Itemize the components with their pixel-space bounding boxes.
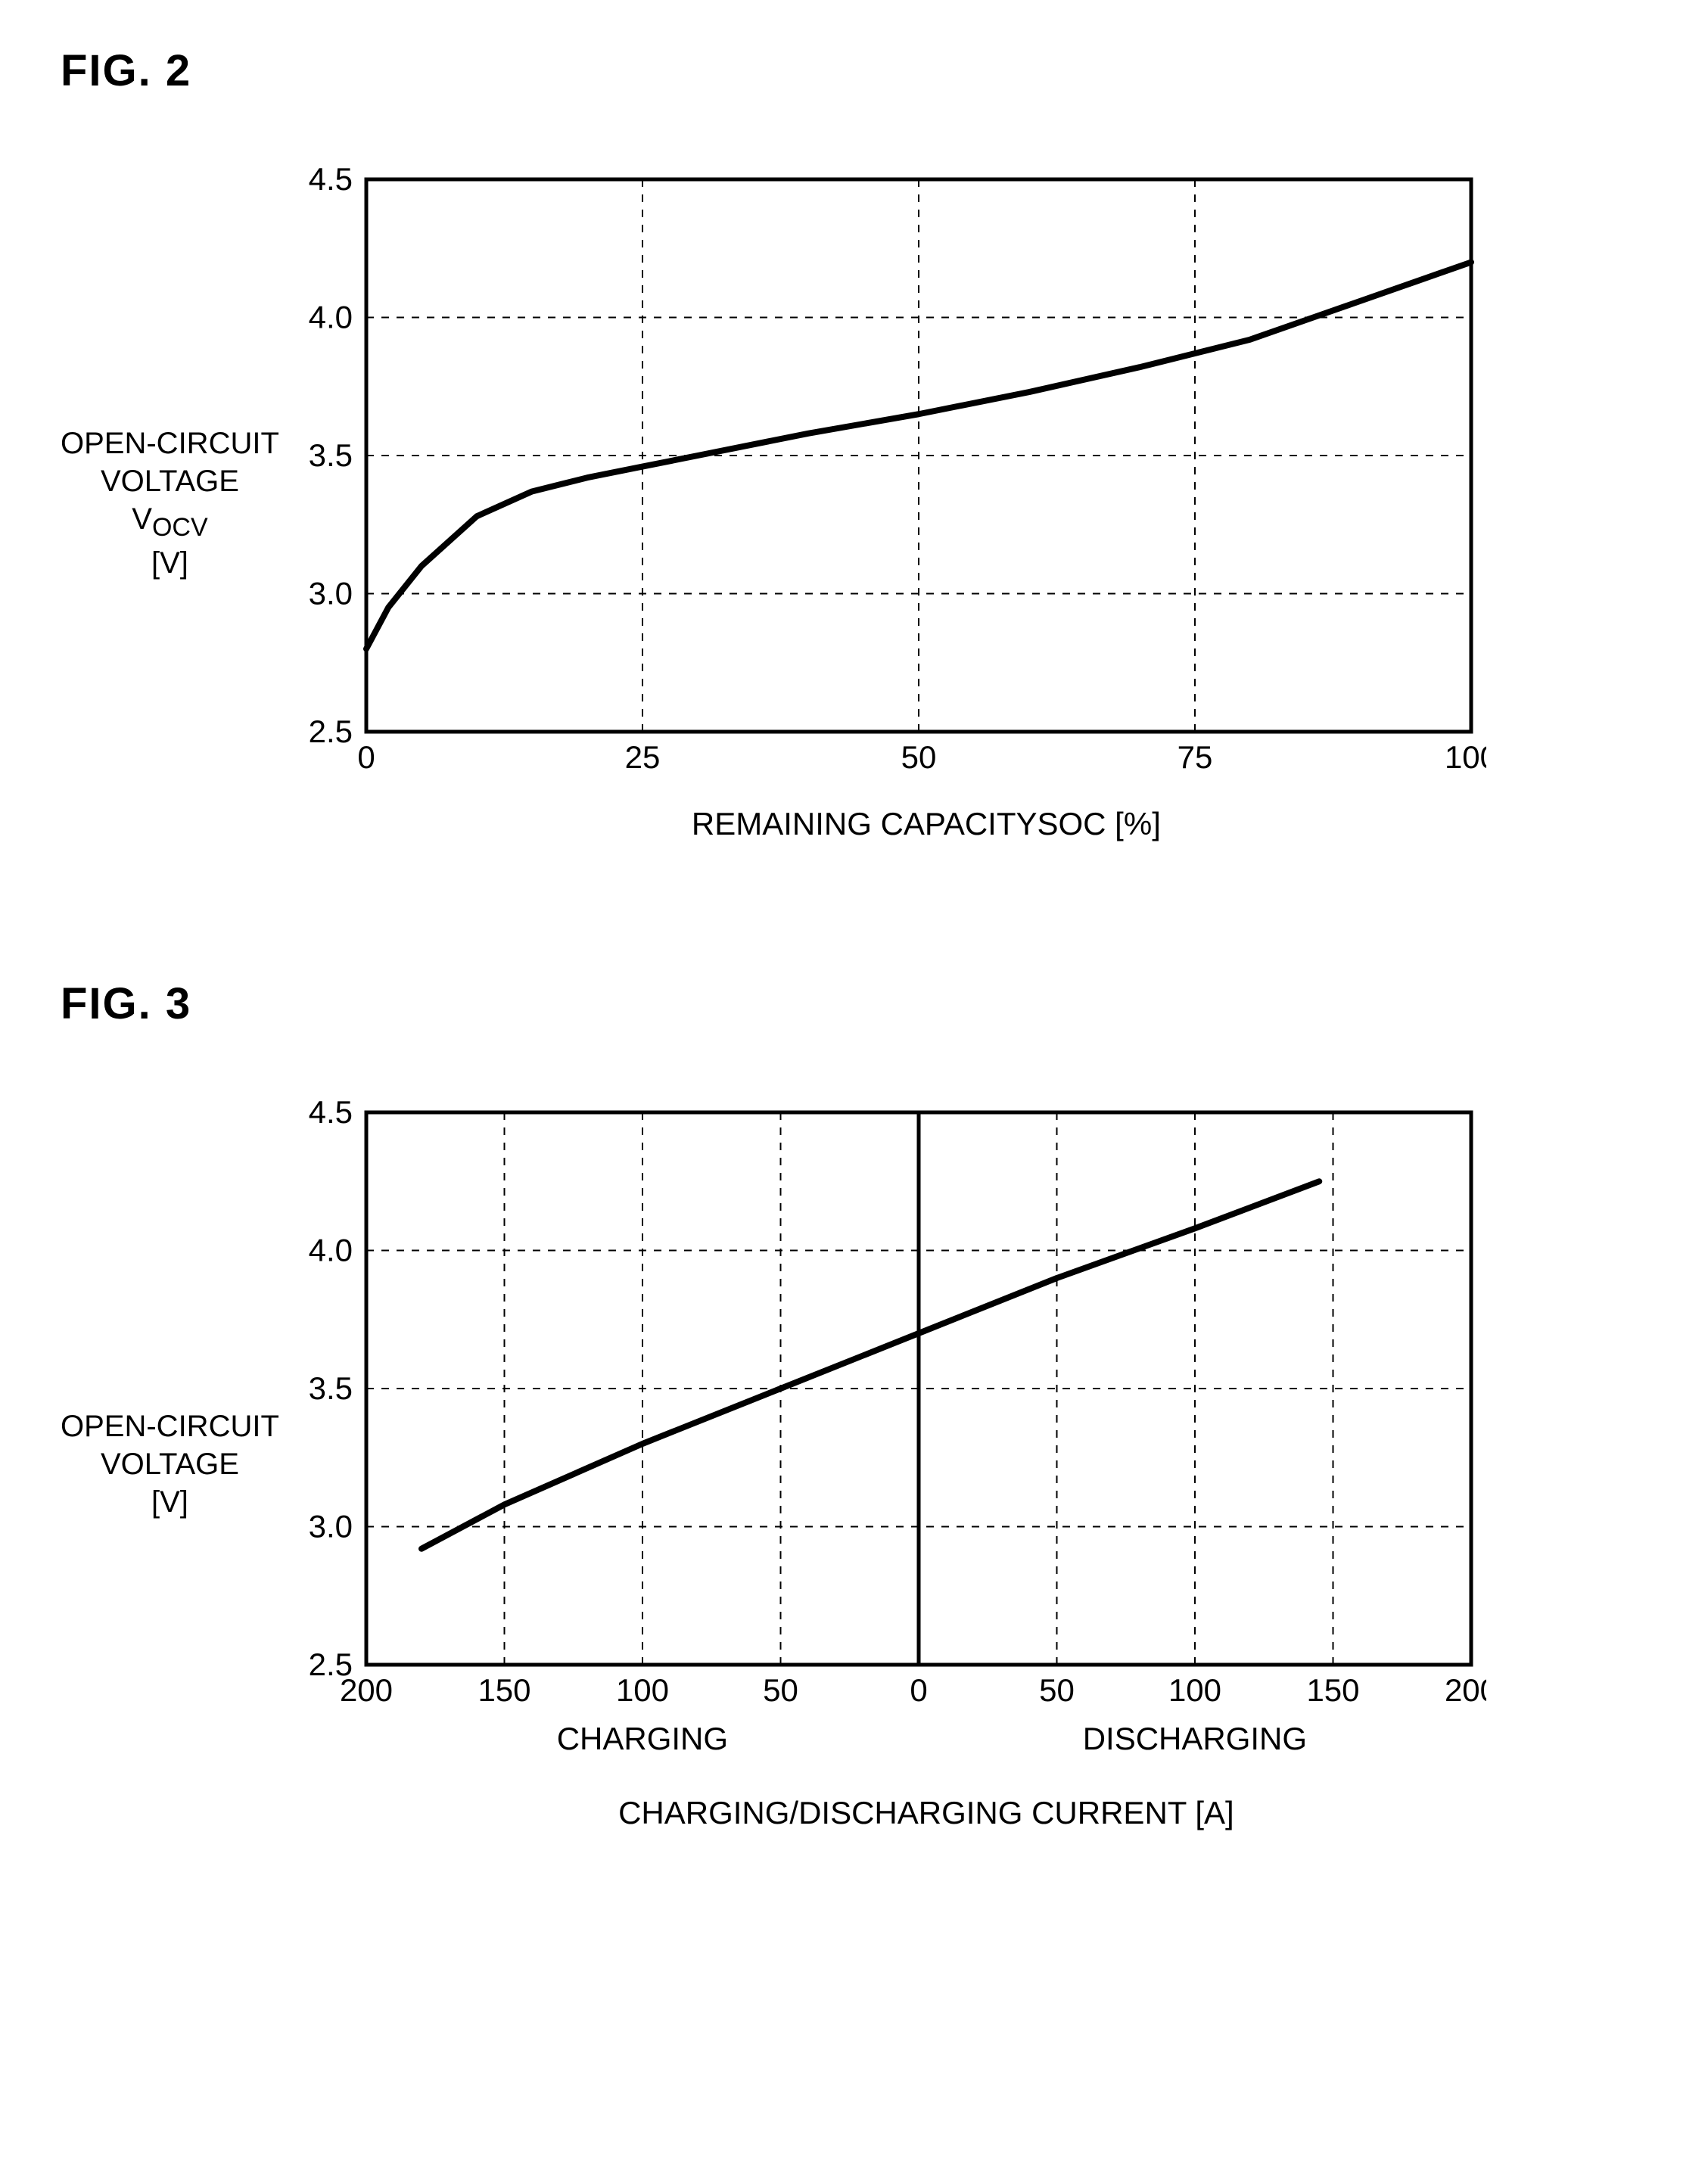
- svg-text:3.5: 3.5: [309, 437, 353, 473]
- svg-text:3.5: 3.5: [309, 1370, 353, 1406]
- svg-text:4.5: 4.5: [309, 1097, 353, 1130]
- svg-text:150: 150: [478, 1672, 530, 1708]
- svg-text:100: 100: [1445, 739, 1486, 775]
- figure-3-svg: 2.53.03.54.04.520015010050050100150200: [298, 1097, 1486, 1718]
- svg-text:100: 100: [1168, 1672, 1221, 1708]
- svg-text:200: 200: [1445, 1672, 1486, 1708]
- figure-3-title: FIG. 3: [61, 978, 1647, 1029]
- svg-text:4.5: 4.5: [309, 164, 353, 197]
- figure-3-x-label: CHARGING/DISCHARGING CURRENT [A]: [298, 1795, 1486, 1831]
- y-label-line: OPEN-CIRCUIT: [61, 425, 279, 462]
- svg-text:4.0: 4.0: [309, 300, 353, 335]
- y-label-line: VOLTAGE: [61, 1445, 279, 1483]
- y-label-line: [V]: [61, 544, 279, 582]
- figure-2-svg: 2.5 3.0 3.5 4.0 4.5 0 25 50 75 100: [298, 164, 1486, 785]
- y-label-line: VOLTAGE: [61, 462, 279, 500]
- figure-2-chart-row: OPEN-CIRCUIT VOLTAGE VOCV [V] 2.5 3.0 3.5 4…: [61, 164, 1647, 842]
- x-sublabel-charging: CHARGING: [366, 1721, 919, 1757]
- figure-3-y-label: OPEN-CIRCUIT VOLTAGE [V]: [61, 1407, 279, 1521]
- figure-2-x-label: REMAINING CAPACITYSOC [%]: [298, 806, 1486, 842]
- svg-text:50: 50: [763, 1672, 798, 1708]
- svg-text:0: 0: [357, 739, 375, 775]
- svg-text:25: 25: [625, 739, 661, 775]
- svg-text:100: 100: [616, 1672, 669, 1708]
- y-label-line: VOCV: [61, 500, 279, 544]
- figure-3-x-sublabels: CHARGINGDISCHARGING: [298, 1721, 1486, 1757]
- figure-2: FIG. 2 OPEN-CIRCUIT VOLTAGE VOCV [V] 2.5…: [61, 45, 1647, 842]
- svg-text:3.0: 3.0: [309, 576, 353, 611]
- svg-text:4.0: 4.0: [309, 1233, 353, 1268]
- figure-2-plot: 2.5 3.0 3.5 4.0 4.5 0 25 50 75 100 REMAINING CAPA…: [298, 164, 1486, 842]
- svg-text:75: 75: [1178, 739, 1213, 775]
- svg-text:0: 0: [910, 1672, 927, 1708]
- figure-2-y-label: OPEN-CIRCUIT VOLTAGE VOCV [V]: [61, 425, 279, 582]
- svg-text:50: 50: [1039, 1672, 1075, 1708]
- x-sublabel-discharging: DISCHARGING: [919, 1721, 1471, 1757]
- figure-3-chart-row: OPEN-CIRCUIT VOLTAGE [V] 2.53.03.54.04.5…: [61, 1097, 1647, 1831]
- svg-text:3.0: 3.0: [309, 1509, 353, 1544]
- y-label-line: OPEN-CIRCUIT: [61, 1407, 279, 1445]
- svg-text:50: 50: [901, 739, 937, 775]
- y-label-line: [V]: [61, 1483, 279, 1521]
- figure-2-title: FIG. 2: [61, 45, 1647, 96]
- svg-text:2.5: 2.5: [309, 714, 353, 749]
- figure-3-plot: 2.53.03.54.04.520015010050050100150200 C…: [298, 1097, 1486, 1831]
- figure-3: FIG. 3 OPEN-CIRCUIT VOLTAGE [V] 2.53.03.…: [61, 978, 1647, 1831]
- svg-text:150: 150: [1306, 1672, 1359, 1708]
- svg-text:200: 200: [340, 1672, 393, 1708]
